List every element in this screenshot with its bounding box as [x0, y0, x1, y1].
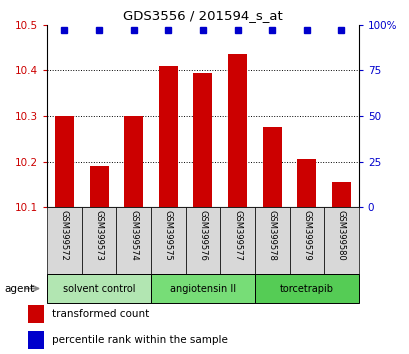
- Bar: [81, 207, 116, 274]
- Text: transformed count: transformed count: [52, 309, 149, 319]
- Title: GDS3556 / 201594_s_at: GDS3556 / 201594_s_at: [123, 9, 282, 22]
- Bar: [28, 305, 45, 323]
- Text: GSM399577: GSM399577: [232, 210, 241, 261]
- Bar: [297, 159, 316, 207]
- Text: GSM399579: GSM399579: [301, 210, 310, 261]
- Bar: [185, 207, 220, 274]
- Bar: [116, 207, 151, 274]
- Bar: [227, 55, 247, 207]
- Bar: [193, 73, 212, 207]
- Bar: [151, 207, 185, 274]
- Bar: [220, 207, 254, 274]
- Bar: [47, 274, 151, 303]
- Bar: [151, 274, 254, 303]
- Bar: [55, 116, 74, 207]
- Text: percentile rank within the sample: percentile rank within the sample: [52, 335, 227, 345]
- Text: GSM399574: GSM399574: [129, 210, 138, 261]
- Text: GSM399575: GSM399575: [164, 210, 173, 261]
- Bar: [289, 207, 324, 274]
- Bar: [158, 66, 178, 207]
- Text: GSM399572: GSM399572: [60, 210, 69, 261]
- Text: GSM399578: GSM399578: [267, 210, 276, 261]
- Text: angiotensin II: angiotensin II: [169, 284, 236, 293]
- Text: GSM399580: GSM399580: [336, 210, 345, 261]
- Bar: [262, 127, 281, 207]
- Text: GSM399573: GSM399573: [94, 210, 103, 261]
- Bar: [89, 166, 108, 207]
- Bar: [254, 274, 358, 303]
- Bar: [324, 207, 358, 274]
- Bar: [331, 182, 350, 207]
- Bar: [124, 116, 143, 207]
- Bar: [28, 331, 45, 349]
- Text: torcetrapib: torcetrapib: [279, 284, 333, 293]
- Bar: [47, 207, 81, 274]
- Bar: [254, 207, 289, 274]
- Text: agent: agent: [4, 284, 34, 293]
- Text: GSM399576: GSM399576: [198, 210, 207, 261]
- Text: solvent control: solvent control: [63, 284, 135, 293]
